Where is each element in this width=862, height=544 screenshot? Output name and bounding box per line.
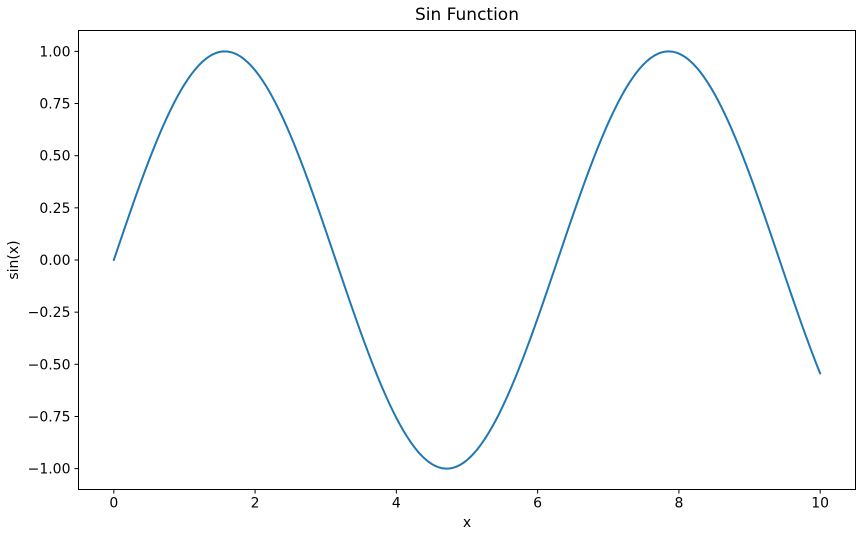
x-tick-label: 2 — [251, 496, 260, 512]
y-tick-label: 1.00 — [39, 44, 70, 60]
y-tick-label: 0.00 — [39, 253, 70, 269]
tick-labels: 0 2 4 6 8 10 −1.00 −0.75 −0.50 −0.25 0.00 0.25 0.50 0… — [28, 44, 830, 511]
series-line-sin(x) — [112, 50, 822, 470]
y-tick-label: −0.75 — [28, 409, 71, 425]
y-tick-label: 0.25 — [39, 201, 70, 217]
x-tick-label: 8 — [674, 496, 683, 512]
x-tick-label: 10 — [811, 496, 829, 512]
y-tick-label: 0.50 — [39, 149, 70, 165]
axes-spines — [78, 30, 856, 490]
y-tick-label: −0.25 — [28, 305, 71, 321]
y-axis-label: sin(x) — [6, 240, 22, 280]
y-tick-label: 0.75 — [39, 97, 70, 113]
x-tick-label: 0 — [109, 496, 118, 512]
chart-title: Sin Function — [414, 5, 519, 25]
x-axis-label: x — [462, 515, 472, 531]
y-tick-label: −0.50 — [28, 357, 71, 373]
tick-marks — [74, 50, 821, 494]
x-tick-label: 4 — [392, 496, 401, 512]
axes-background — [78, 30, 856, 490]
x-tick-label: 6 — [533, 496, 542, 512]
y-tick-label: −1.00 — [28, 462, 71, 478]
